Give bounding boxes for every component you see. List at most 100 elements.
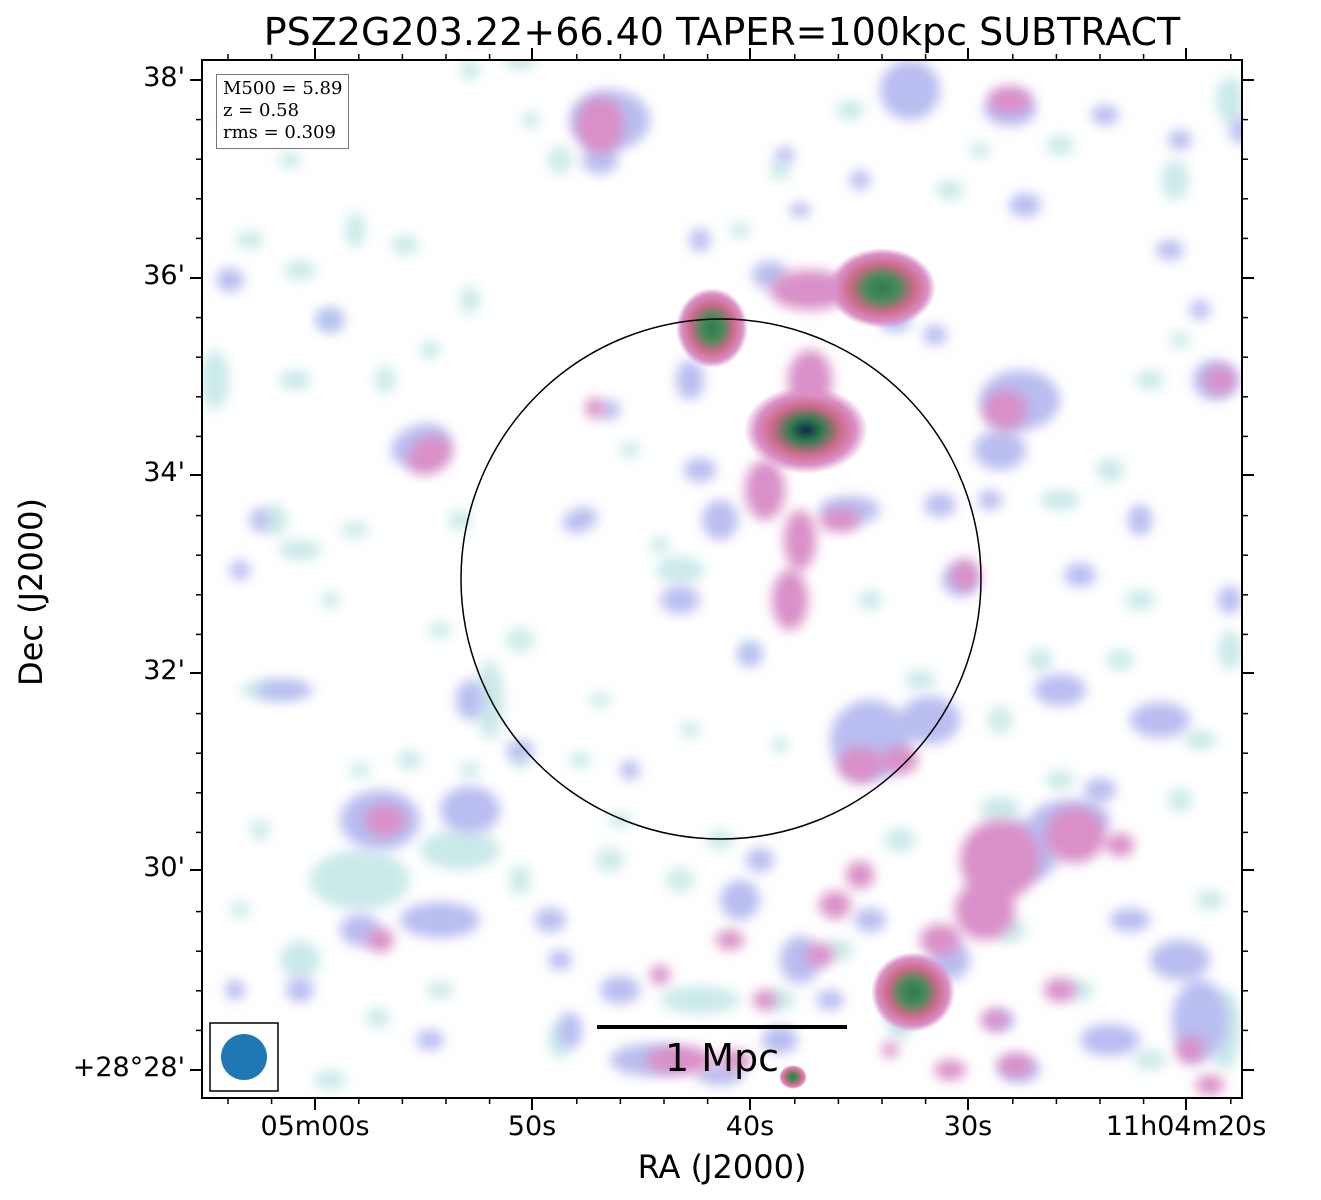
emission-blob — [1091, 105, 1119, 125]
emission-blob — [520, 112, 540, 128]
emission-blob — [772, 737, 788, 753]
emission-blob — [702, 500, 738, 540]
emission-blob — [1136, 370, 1164, 390]
emission-blob — [806, 943, 834, 967]
emission-blob — [1150, 940, 1210, 980]
emission-blob — [476, 660, 504, 740]
emission-blob — [582, 146, 618, 174]
xtick-label: 30s — [943, 1111, 993, 1142]
emission-blob — [1046, 770, 1074, 790]
emission-blob — [1106, 650, 1134, 670]
emission-blob — [456, 680, 484, 720]
emission-blob — [816, 990, 844, 1010]
emission-blob — [1190, 300, 1210, 320]
emission-blob — [278, 152, 302, 168]
emission-blob — [1080, 1024, 1140, 1056]
r500-circle — [460, 318, 982, 840]
emission-blob — [1176, 1036, 1204, 1064]
x-axis-label: RA (J2000) — [637, 1148, 807, 1186]
ytick-label: 32' — [143, 655, 185, 686]
emission-blob — [257, 680, 313, 700]
emission-blob — [836, 100, 864, 120]
emission-blob — [684, 458, 716, 482]
m500-text: M500 = 5.89 — [223, 78, 343, 99]
emission-blob — [1034, 674, 1086, 706]
emission-blob — [934, 1060, 966, 1080]
emission-blob — [280, 940, 320, 980]
emission-blob — [314, 1070, 346, 1090]
cluster-info-box: M500 = 5.89 z = 0.58 rms = 0.309 — [216, 74, 350, 149]
emission-blob — [510, 864, 530, 896]
emission-blob — [1134, 1050, 1166, 1070]
emission-blob — [904, 670, 936, 690]
emission-blob — [1204, 366, 1236, 394]
emission-blob — [1028, 648, 1052, 672]
emission-blob — [284, 260, 316, 280]
emission-blob — [716, 930, 744, 950]
emission-blob — [562, 507, 598, 533]
emission-blob — [846, 861, 874, 889]
emission-blob — [650, 965, 670, 985]
bright-source — [828, 248, 936, 328]
emission-blob — [738, 643, 762, 667]
emission-blob — [230, 902, 250, 918]
emission-blob — [375, 366, 395, 394]
emission-blob — [1170, 332, 1190, 348]
emission-blob — [320, 592, 340, 608]
emission-blob — [1218, 586, 1242, 614]
ytick-label: 36' — [143, 260, 185, 291]
ytick-label: 34' — [143, 457, 185, 488]
emission-blob — [858, 590, 882, 610]
emission-blob — [745, 460, 785, 520]
emission-blob — [753, 990, 777, 1010]
emission-blob — [730, 222, 750, 238]
emission-blob — [398, 750, 422, 770]
emission-blob — [460, 286, 480, 314]
scale-bar-label: 1 Mpc — [664, 1036, 780, 1080]
emission-blob — [660, 986, 740, 1014]
emission-blob — [426, 982, 454, 998]
emission-blob — [884, 828, 916, 852]
emission-blob — [656, 556, 704, 584]
emission-blob — [316, 308, 344, 332]
emission-blob — [590, 692, 610, 708]
emission-blob — [1161, 160, 1189, 200]
emission-blob — [988, 86, 1032, 114]
redshift-text: z = 0.58 — [223, 100, 300, 121]
emission-blob — [600, 976, 640, 1004]
emission-blob — [882, 746, 918, 774]
emission-blob — [202, 350, 229, 410]
emission-blob — [1064, 563, 1096, 587]
emission-blob — [970, 142, 990, 158]
emission-blob — [920, 924, 960, 956]
emission-blob — [576, 97, 624, 153]
emission-blob — [1168, 130, 1192, 150]
emission-blob — [366, 1008, 390, 1028]
emission-blob — [1084, 778, 1116, 802]
xtick-label: 05m00s — [260, 1111, 370, 1142]
emission-blob — [568, 752, 592, 768]
emission-blob — [960, 820, 1040, 900]
emission-blob — [1196, 1075, 1224, 1095]
emission-blob — [650, 537, 670, 553]
emission-blob — [820, 508, 860, 532]
emission-blob — [983, 390, 1027, 430]
emission-blob — [600, 400, 620, 420]
emission-blob — [341, 522, 369, 538]
emission-blob — [548, 950, 572, 970]
emission-blob — [988, 706, 1012, 734]
emission-blob — [882, 1042, 898, 1058]
emission-blob — [345, 212, 365, 248]
emission-blob — [646, 1046, 714, 1074]
emission-blob — [980, 796, 1020, 824]
emission-blob — [620, 760, 640, 780]
emission-blob — [1230, 116, 1242, 144]
emission-blob — [506, 740, 534, 760]
ytick-label: 30' — [143, 852, 185, 883]
emission-blob — [440, 786, 500, 834]
emission-blob — [951, 559, 979, 591]
emission-blob — [620, 442, 640, 458]
emission-blob — [666, 868, 694, 892]
emission-blob — [981, 1010, 1009, 1030]
emission-blob — [772, 570, 808, 630]
